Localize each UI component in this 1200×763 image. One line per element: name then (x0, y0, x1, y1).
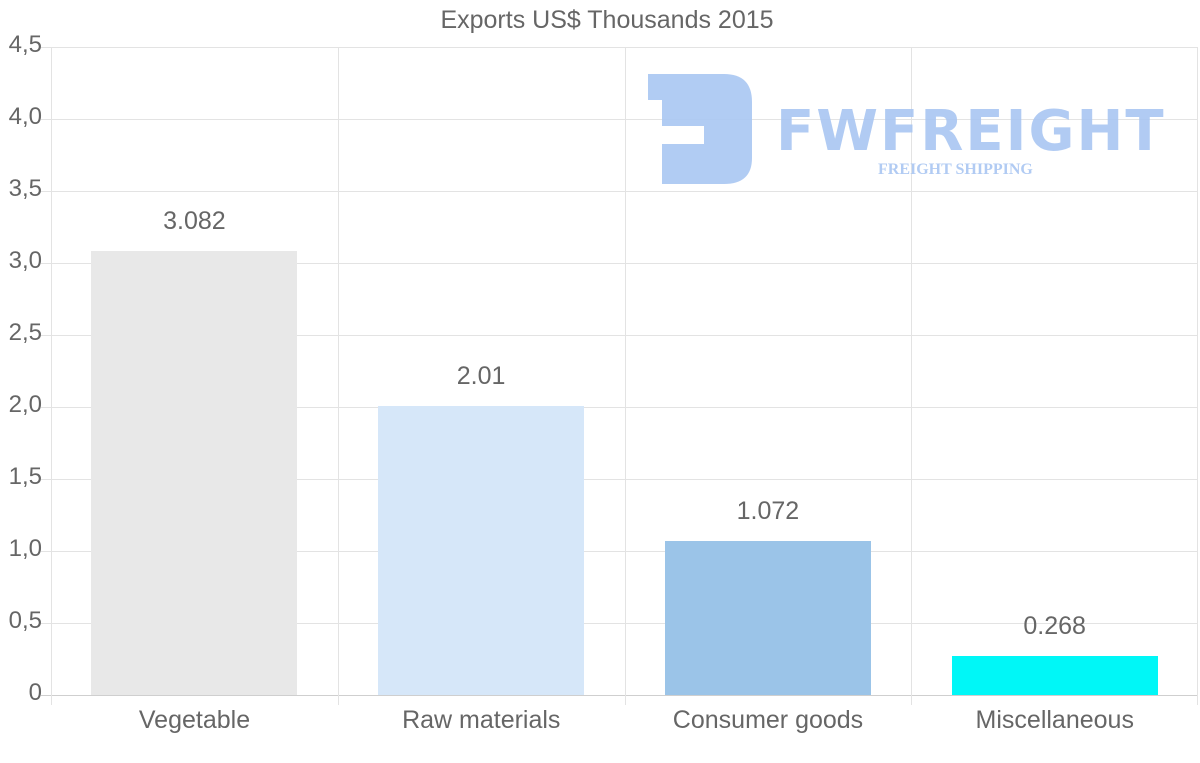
x-tick-label: Consumer goods (672, 706, 864, 734)
gridline-vertical (911, 47, 913, 705)
gridline-horizontal (41, 119, 1198, 120)
gridline-horizontal (41, 407, 1198, 408)
gridline-horizontal (41, 551, 1198, 552)
x-tick-label: Miscellaneous (975, 706, 1134, 734)
gridline-vertical (51, 47, 52, 705)
bar-value-label: 3.082 (163, 207, 226, 236)
bar-value-label: 0.268 (1023, 612, 1086, 641)
bar-miscellaneous[interactable] (951, 656, 1158, 695)
gridline-horizontal (41, 335, 1198, 336)
x-tick-label: Vegetable (138, 706, 251, 734)
gridline-horizontal (41, 263, 1198, 264)
y-tick-label: 1,0 (8, 535, 42, 562)
gridline-vertical (624, 47, 626, 705)
bar-vegetable[interactable] (91, 251, 298, 695)
y-tick-label: 1,5 (8, 463, 42, 490)
gridline-horizontal (41, 191, 1198, 192)
gridline-horizontal (41, 623, 1198, 624)
gridline-horizontal (41, 695, 1198, 696)
gridline-vertical (1197, 47, 1198, 705)
y-tick-label: 3,5 (8, 175, 42, 202)
bar-raw-materials[interactable] (378, 405, 585, 695)
gridline-horizontal (41, 479, 1198, 480)
bar-value-label: 1.072 (736, 496, 800, 525)
y-tick-label: 0 (28, 679, 42, 706)
y-tick-label: 4,0 (8, 103, 42, 130)
y-tick-label: 3,0 (8, 247, 42, 274)
plot-area: 3.082 2.01 1.072 0.268 (41, 47, 1198, 705)
y-tick-label: 2,0 (8, 391, 42, 418)
bar-value-label: 2.01 (456, 361, 506, 390)
y-tick-label: 0,5 (8, 607, 42, 634)
gridline-vertical (337, 47, 339, 705)
x-tick-label: Raw materials (402, 706, 561, 734)
bar-consumer-goods[interactable] (664, 540, 871, 695)
y-tick-label: 4,5 (8, 31, 42, 58)
gridline-horizontal (41, 47, 1198, 48)
y-tick-label: 2,5 (8, 319, 42, 346)
chart-title: Exports US$ Thousands 2015 (440, 6, 774, 34)
